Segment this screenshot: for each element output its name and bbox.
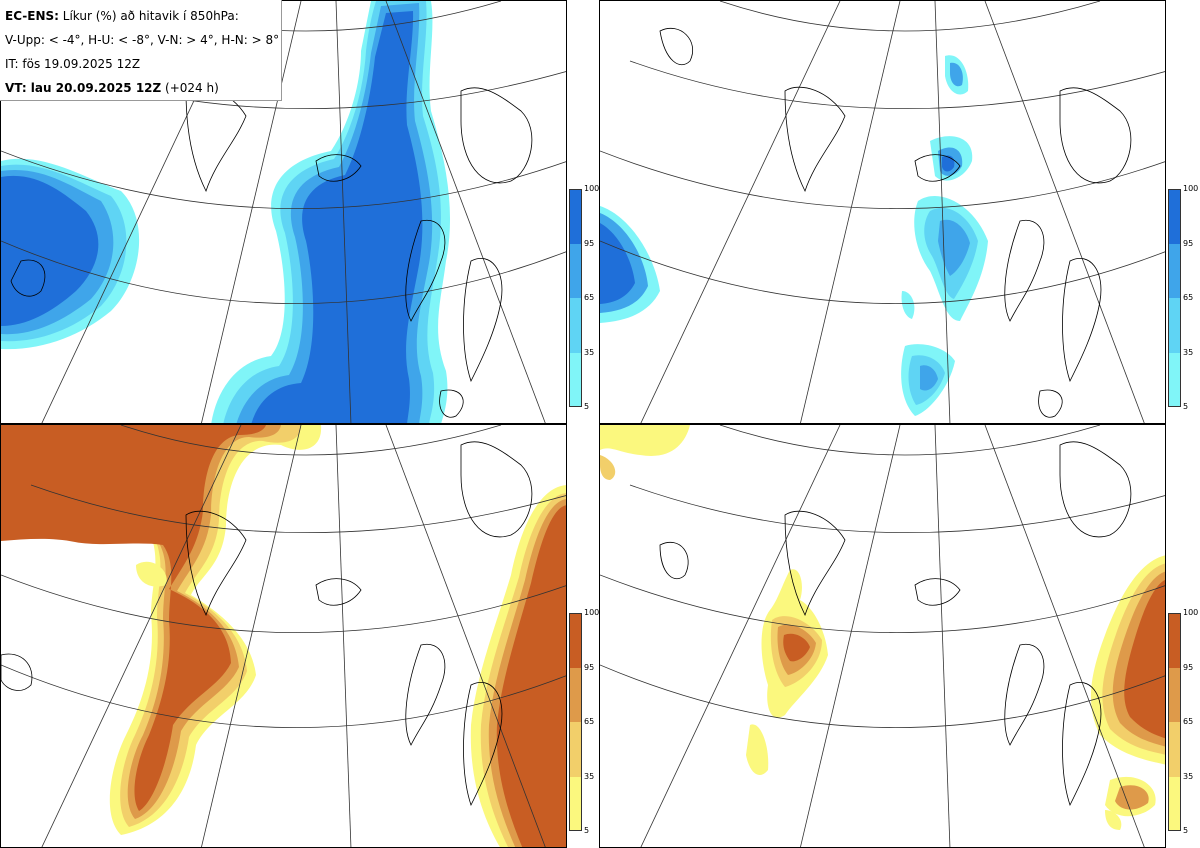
colorbar-frame <box>569 189 582 407</box>
colorbar-segment <box>569 352 582 407</box>
colorbar-segment <box>569 243 582 298</box>
colorbar-tick-label: 65 <box>1183 717 1194 726</box>
valid-time: VT: lau 20.09.2025 12Z <box>5 81 162 95</box>
colorbar-segment <box>1168 298 1181 353</box>
colorbar-tick-label: 35 <box>584 771 595 781</box>
colorbar-segment <box>569 722 582 777</box>
colorbar-tick-label: 95 <box>1183 662 1194 672</box>
map-canvas-bottom-left <box>1 425 566 847</box>
colorbar-segment <box>569 298 582 353</box>
colorbar-tick-label: 35 <box>584 347 595 357</box>
colorbar-bottom-left: 100 95 65 35 5 <box>569 609 599 835</box>
probability-shading <box>600 425 1165 830</box>
map-canvas-top-right <box>600 1 1165 423</box>
colorbar-tick-label: 95 <box>584 662 595 672</box>
colorbar-segment <box>1168 243 1181 298</box>
colorbar-tick-label: 100 <box>1183 608 1199 617</box>
colorbar-frame <box>569 613 582 831</box>
valid-time-line: VT: lau 20.09.2025 12Z (+024 h) <box>5 76 281 100</box>
coastlines <box>659 28 1132 418</box>
graticule <box>600 1 1165 423</box>
colorbar-tick-label: 5 <box>584 826 590 835</box>
map-panel-top-right <box>599 0 1166 424</box>
colorbar-tick-label: 5 <box>1183 402 1189 411</box>
colorbar-tick-label: 35 <box>1183 347 1194 357</box>
map-panel-bottom-left <box>0 424 567 848</box>
map-title: Líkur (%) að hitavik í 850hPa: <box>62 9 239 23</box>
colorbar-tick-label: 100 <box>584 184 600 193</box>
colorbar-tick-label: 5 <box>584 402 590 411</box>
colorbar-tick-label: 100 <box>584 608 600 617</box>
colorbar-tick-label: 95 <box>1183 238 1194 248</box>
lead-time: (+024 h) <box>165 81 219 95</box>
coastlines <box>1 441 533 807</box>
colorbar-segment <box>1168 352 1181 407</box>
probability-shading <box>600 55 988 416</box>
map-canvas-bottom-right <box>600 425 1165 847</box>
colorbar-segment <box>569 613 582 668</box>
map-canvas-top-left <box>1 1 566 423</box>
probability-shading <box>1 425 566 847</box>
model-name: EC-ENS: <box>5 9 59 23</box>
colorbar-segment <box>1168 613 1181 668</box>
probability-shading <box>1 1 450 423</box>
map-panel-top-left <box>0 0 567 424</box>
map-panel-bottom-right <box>599 424 1166 848</box>
colorbar-top-left: 100 95 65 35 5 <box>569 185 599 411</box>
colorbar-tick-label: 35 <box>1183 771 1194 781</box>
init-time: IT: fös 19.09.2025 12Z <box>5 57 141 71</box>
coastlines <box>659 441 1132 807</box>
categories-line: V-Upp: < -4°, H-U: < -8°, V-N: > 4°, H-N… <box>5 33 280 47</box>
colorbar-bottom-right: 100 95 65 35 5 <box>1168 609 1198 835</box>
colorbar-tick-label: 5 <box>1183 826 1189 835</box>
colorbar-tick-label: 65 <box>1183 293 1194 302</box>
colorbar-top-right: 100 95 65 35 5 <box>1168 185 1198 411</box>
colorbar-tick-label: 95 <box>584 238 595 248</box>
colorbar-segment <box>1168 189 1181 244</box>
info-box: EC-ENS: Líkur (%) að hitavik í 850hPa: V… <box>0 0 282 101</box>
colorbar-segment <box>569 189 582 244</box>
colorbar-segment <box>1168 667 1181 722</box>
graticule <box>600 425 1165 847</box>
colorbar-segment <box>569 667 582 722</box>
colorbar-segment <box>1168 776 1181 831</box>
colorbar-tick-label: 100 <box>1183 184 1199 193</box>
colorbar-frame <box>1168 613 1181 831</box>
colorbar-segment <box>569 776 582 831</box>
graticule <box>1 425 566 847</box>
title-line: EC-ENS: Líkur (%) að hitavik í 850hPa: <box>5 4 281 28</box>
colorbar-tick-label: 65 <box>584 717 595 726</box>
colorbar-segment <box>1168 722 1181 777</box>
colorbar-tick-label: 65 <box>584 293 595 302</box>
colorbar-frame <box>1168 189 1181 407</box>
